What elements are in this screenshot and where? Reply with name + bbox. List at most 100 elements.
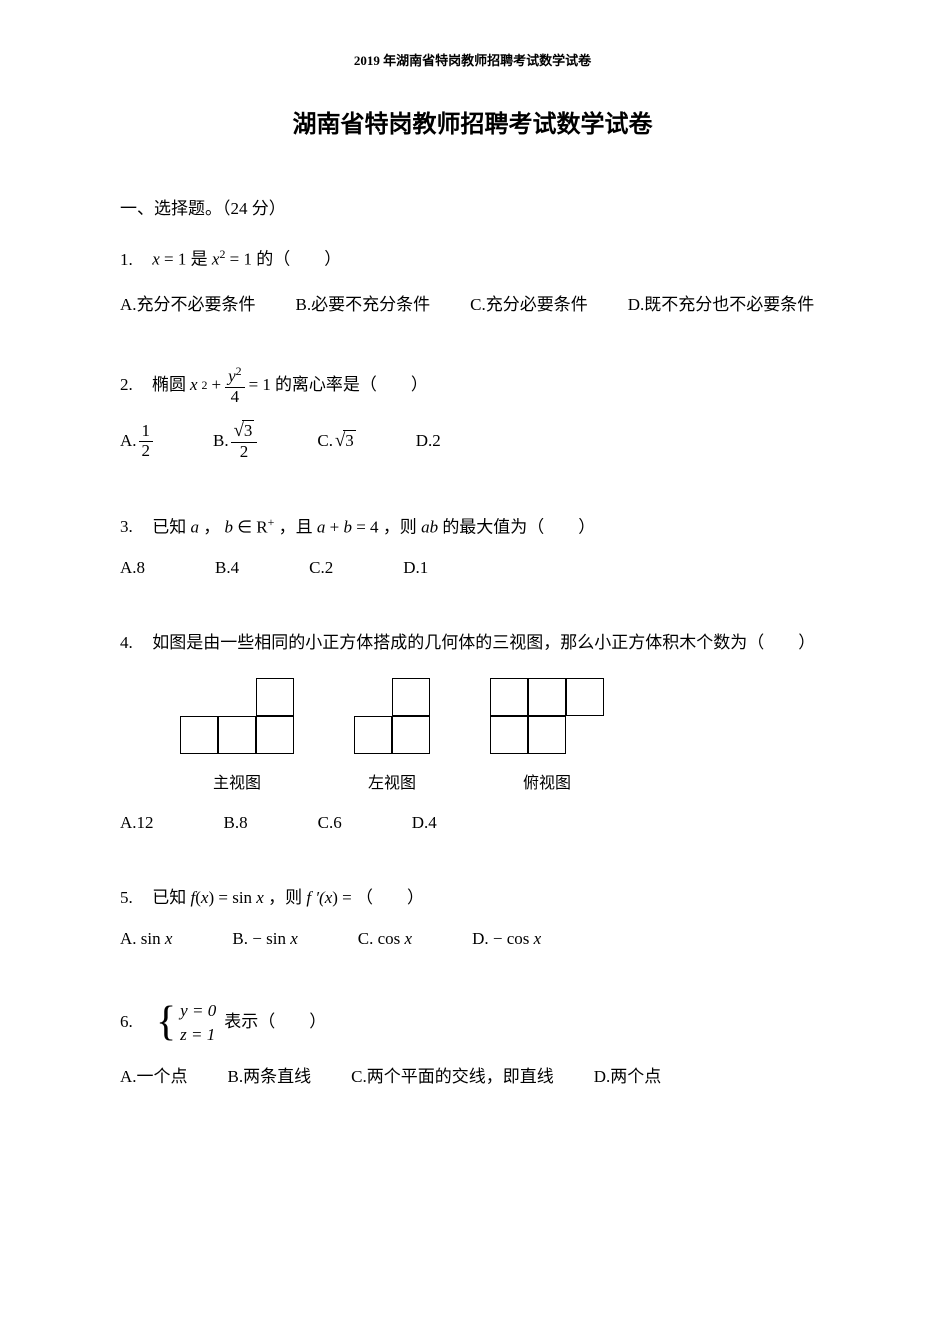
q3-post: 的最大值为（ ） [442,517,595,536]
q4-opt-d: D.4 [412,813,437,833]
question-2: 2. 椭圆 x2 + y2 4 = 1 的离心率是（ ） A. 1 2 B. √… [120,365,825,461]
q5-opt-a: A. sin x [120,929,172,949]
q2-label: 椭圆 [152,370,186,401]
q2-b-num: √3 [231,421,258,443]
q5-opt-c: C. cos x [358,929,412,949]
q5-options: A. sin x B. − sin x C. cos x D. − cos x [120,929,825,949]
q4-left-label: 左视图 [368,769,416,793]
q3-comma3: ，则 [383,517,417,536]
q5-post: （ ） [356,888,424,907]
q3-ab: ab [421,517,438,536]
q6-stem: 6. { y = 0 z = 1 表示（ ） [120,999,825,1047]
q4-front-label: 主视图 [213,769,261,793]
q4-text: 如图是由一些相同的小正方体搭成的几何体的三视图，那么小正方体积木个数为（ ） [152,633,815,652]
q5-stem: 5. 已知 f(x) = sin x ，则 f ′(x) = （ ） [120,883,825,914]
q1-opt-c: C.充分必要条件 [470,290,588,315]
q3-pre: 已知 [152,517,186,536]
q5-mid: ，则 [268,888,302,907]
section-title-1: 一、选择题。（24 分） [120,194,825,219]
q2-x: x [190,370,198,401]
q6-opt-a: A.一个点 [120,1062,188,1087]
q1-eq2: = 1 [225,250,252,269]
q1-opt-a: A.充分不必要条件 [120,290,256,315]
q2-c-sqrt: √3 [335,430,356,452]
q4-views: 主视图 左视图 俯视图 [180,678,825,793]
q3-inset: ∈ R [237,517,267,536]
q1-options: A.充分不必要条件 B.必要不充分条件 C.充分必要条件 D.既不充分也不必要条… [120,290,825,315]
q2-den: 4 [225,388,245,407]
q1-stem: 1. x = 1 是 x2 = 1 的（ ） [120,244,825,275]
q2-x-sup: 2 [202,375,208,396]
page-header: 2019 年湖南省特岗教师招聘考试数学试卷 [120,50,825,69]
q5-fpclose: ) = [332,888,352,907]
q4-top-label: 俯视图 [523,769,571,793]
q3-comma2: ，且 [279,517,313,536]
q5-pre: 已知 [152,888,186,907]
q6-post: 表示（ ） [224,1007,326,1038]
q2-y-sup: 2 [236,364,242,378]
question-6: 6. { y = 0 z = 1 表示（ ） A.一个点 B.两条直线 C.两个… [120,999,825,1087]
q2-a-label: A. [120,431,137,451]
q3-b: b [225,517,234,536]
q2-opt-c: C. √3 [317,430,355,452]
q2-rhs: = 1 [249,370,271,401]
question-5: 5. 已知 f(x) = sin x ，则 f ′(x) = （ ） A. si… [120,883,825,949]
q6-number: 6. [120,1007,148,1038]
q1-eq1: = 1 [160,250,187,269]
q3-a: a [191,517,200,536]
q3-eqrhs: = 4 [352,517,379,536]
q4-view-top: 俯视图 [490,678,604,793]
q3-opt-a: A.8 [120,558,145,578]
q5-x2: x [256,888,264,907]
q4-options: A.12 B.8 C.6 D.4 [120,813,825,833]
question-1: 1. x = 1 是 x2 = 1 的（ ） A.充分不必要条件 B.必要不充分… [120,244,825,315]
q4-left-shape [354,678,430,754]
q3-comma1: ， [203,517,220,536]
q2-opt-a: A. 1 2 [120,422,153,460]
q2-opt-b: B. √3 2 [213,421,257,461]
q4-number: 4. [120,628,148,659]
q2-c-label: C. [317,431,333,451]
q3-opt-d: D.1 [403,558,428,578]
q2-options: A. 1 2 B. √3 2 C. √3 D.2 [120,421,825,461]
q1-mid: 是 [191,250,208,269]
q6-opt-c: C.两个平面的交线，即直线 [351,1062,554,1087]
q6-options: A.一个点 B.两条直线 C.两个平面的交线，即直线 D.两个点 [120,1062,825,1087]
q2-a-den: 2 [139,442,154,461]
brace-icon: { [156,1006,176,1040]
q1-number: 1. [120,245,148,276]
q2-opt-d: D.2 [416,431,441,451]
q6-opt-b: B.两条直线 [228,1062,312,1087]
q6-rows: y = 0 z = 1 [180,999,216,1047]
q2-b-den: 2 [231,443,258,462]
q5-number: 5. [120,883,148,914]
q2-b-label: B. [213,431,229,451]
q4-opt-a: A.12 [120,813,154,833]
q2-y: y [228,367,236,386]
q2-number: 2. [120,370,148,401]
q6-row1: y = 0 [180,999,216,1023]
q5-opt-b: B. − sin x [232,929,297,949]
q2-frac: y2 4 [225,365,245,406]
q2-post: 的离心率是（ ） [275,370,428,401]
q3-opt-c: C.2 [309,558,333,578]
question-3: 3. 已知 a ， b ∈ R+ ，且 a + b = 4 ，则 ab 的最大值… [120,512,825,578]
q4-opt-b: B.8 [224,813,248,833]
q1-post: 的（ ） [256,250,341,269]
q6-opt-d: D.两个点 [594,1062,662,1087]
q4-top-shape [490,678,604,754]
q4-opt-c: C.6 [318,813,342,833]
q2-b-frac: √3 2 [231,421,258,461]
q3-stem: 3. 已知 a ， b ∈ R+ ，且 a + b = 4 ，则 ab 的最大值… [120,512,825,543]
q5-fp: f ′( [306,888,324,907]
q3-plus: + [325,517,343,536]
q6-row2: z = 1 [180,1023,216,1047]
q2-a-frac: 1 2 [139,422,154,460]
q2-a-num: 1 [139,422,154,442]
q4-stem: 4. 如图是由一些相同的小正方体搭成的几何体的三视图，那么小正方体积木个数为（ … [120,628,825,659]
q5-close: ) = sin [208,888,256,907]
q3-plus-sup: + [268,515,275,529]
q3-options: A.8 B.4 C.2 D.1 [120,558,825,578]
q3-eqb: b [343,517,352,536]
q2-stem: 2. 椭圆 x2 + y2 4 = 1 的离心率是（ ） [120,365,825,406]
